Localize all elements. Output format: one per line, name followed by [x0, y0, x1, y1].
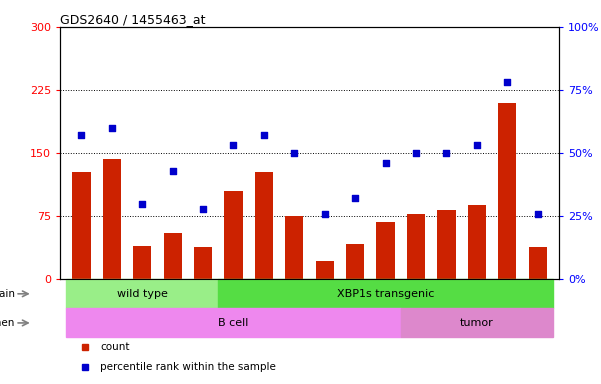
Bar: [103, 159, 121, 279]
Bar: [285, 216, 304, 279]
Point: [138, 200, 147, 207]
Point: [290, 150, 299, 156]
Text: percentile rank within the sample: percentile rank within the sample: [100, 362, 276, 372]
Bar: [528, 247, 547, 279]
Bar: [346, 244, 364, 279]
Bar: [66, 279, 218, 308]
Point: [228, 142, 238, 149]
Bar: [218, 279, 553, 308]
Bar: [163, 233, 182, 279]
Bar: [407, 214, 425, 279]
Point: [442, 150, 451, 156]
Bar: [401, 308, 553, 338]
Bar: [438, 210, 456, 279]
Point: [350, 195, 360, 202]
Point: [168, 168, 177, 174]
Text: strain: strain: [0, 289, 15, 299]
Point: [381, 160, 391, 166]
Bar: [468, 205, 486, 279]
Point: [107, 125, 117, 131]
Text: GDS2640 / 1455463_at: GDS2640 / 1455463_at: [60, 13, 206, 26]
Text: tumor: tumor: [460, 318, 493, 328]
Text: specimen: specimen: [0, 318, 15, 328]
Bar: [376, 222, 395, 279]
Point: [533, 210, 543, 217]
Text: wild type: wild type: [117, 289, 168, 299]
Bar: [194, 247, 212, 279]
Text: count: count: [100, 342, 129, 352]
Bar: [224, 191, 243, 279]
Text: XBP1s transgenic: XBP1s transgenic: [337, 289, 435, 299]
Bar: [255, 172, 273, 279]
Bar: [498, 103, 516, 279]
Text: B cell: B cell: [218, 318, 249, 328]
Point: [472, 142, 481, 149]
Point: [259, 132, 269, 139]
Point: [76, 132, 86, 139]
Bar: [133, 246, 151, 279]
Bar: [66, 308, 401, 338]
Bar: [316, 261, 334, 279]
Point: [320, 210, 329, 217]
Bar: [72, 172, 91, 279]
Point: [198, 205, 208, 212]
Point: [411, 150, 421, 156]
Point: [502, 79, 512, 86]
